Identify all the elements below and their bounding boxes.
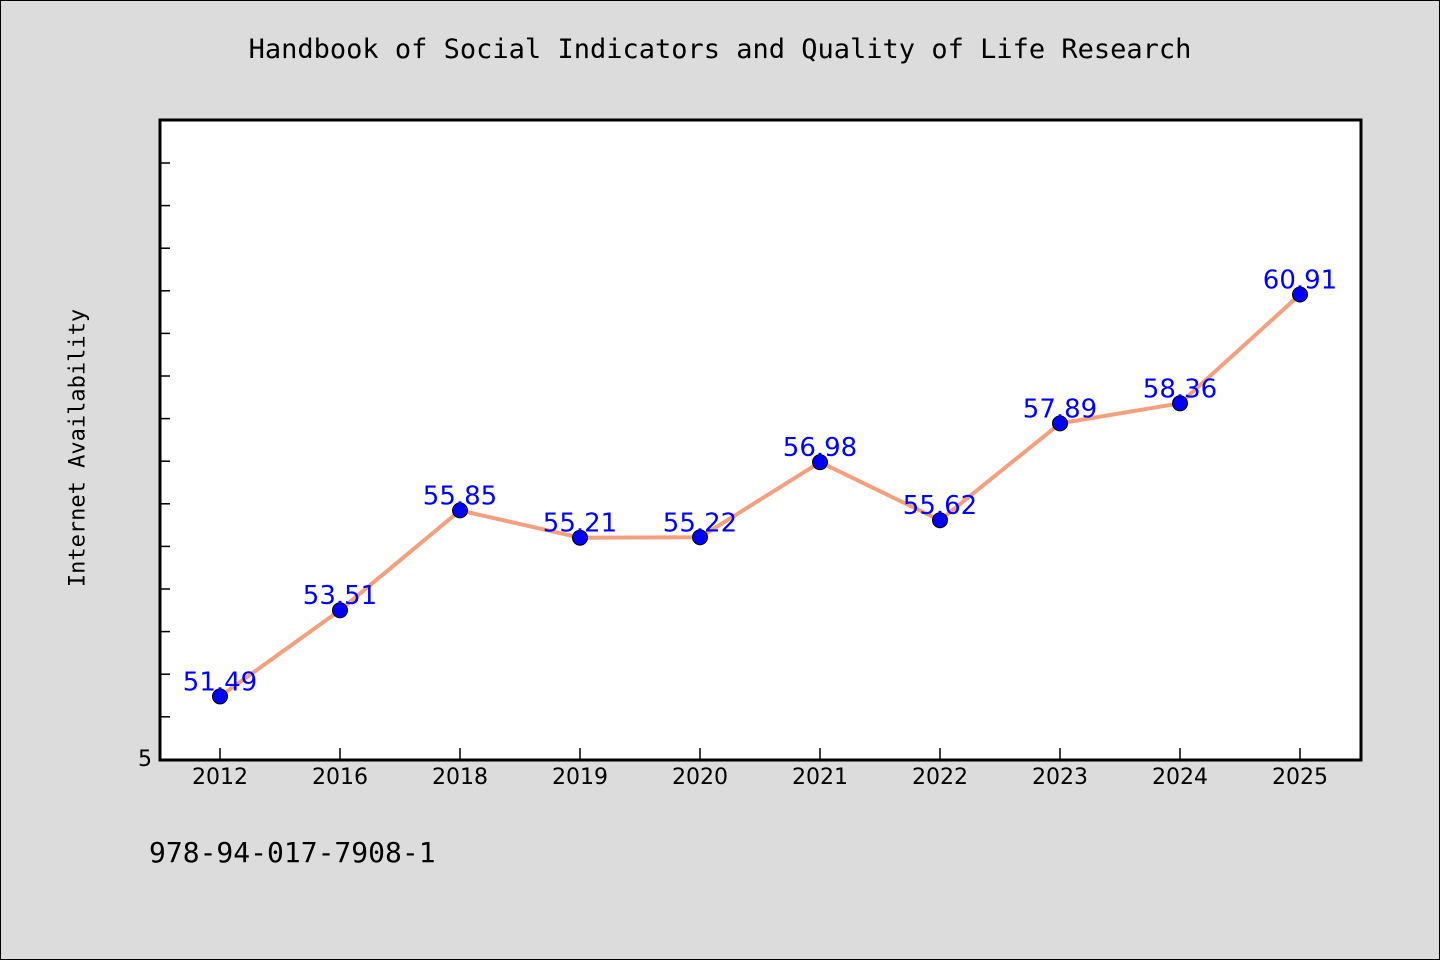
series-line [218,293,1302,699]
x-tick-label: 2021 [792,765,848,790]
data-point [572,529,588,546]
x-tick-label: 2016 [312,765,368,790]
chart-title: Handbook of Social Indicators and Qualit… [248,34,1192,65]
data-label: 58.36 [1143,374,1217,404]
data-label: 57.89 [1023,394,1097,424]
data-point [812,454,828,471]
y-tick-label: 5 [138,747,152,772]
data-point [932,512,948,529]
data-label: 56.98 [783,433,857,463]
data-label: 51.49 [183,667,257,697]
plot-area [158,118,1363,762]
x-tick-label: 2018 [432,765,488,790]
data-label: 55.85 [423,481,497,511]
data-point [332,602,348,619]
data-label: 60.91 [1263,266,1337,296]
x-tick-label: 2020 [672,765,728,790]
data-label: 55.22 [663,508,737,538]
data-label: 55.21 [543,509,617,539]
data-label: 55.62 [903,491,977,521]
data-point [692,529,708,546]
x-tick-label: 2025 [1272,765,1328,790]
x-tick-label: 2012 [192,765,248,790]
data-label: 53.51 [303,581,377,611]
data-point [1052,415,1068,432]
x-tick-label: 2022 [912,765,968,790]
isbn-text: 978-94-017-7908-1 [149,836,436,869]
x-tick-label: 2024 [1152,765,1208,790]
data-point [452,502,468,519]
x-tick-label: 2023 [1032,765,1088,790]
data-point [212,688,228,705]
data-point [1292,286,1308,303]
x-tick-label: 2019 [552,765,608,790]
data-point [1172,395,1188,412]
